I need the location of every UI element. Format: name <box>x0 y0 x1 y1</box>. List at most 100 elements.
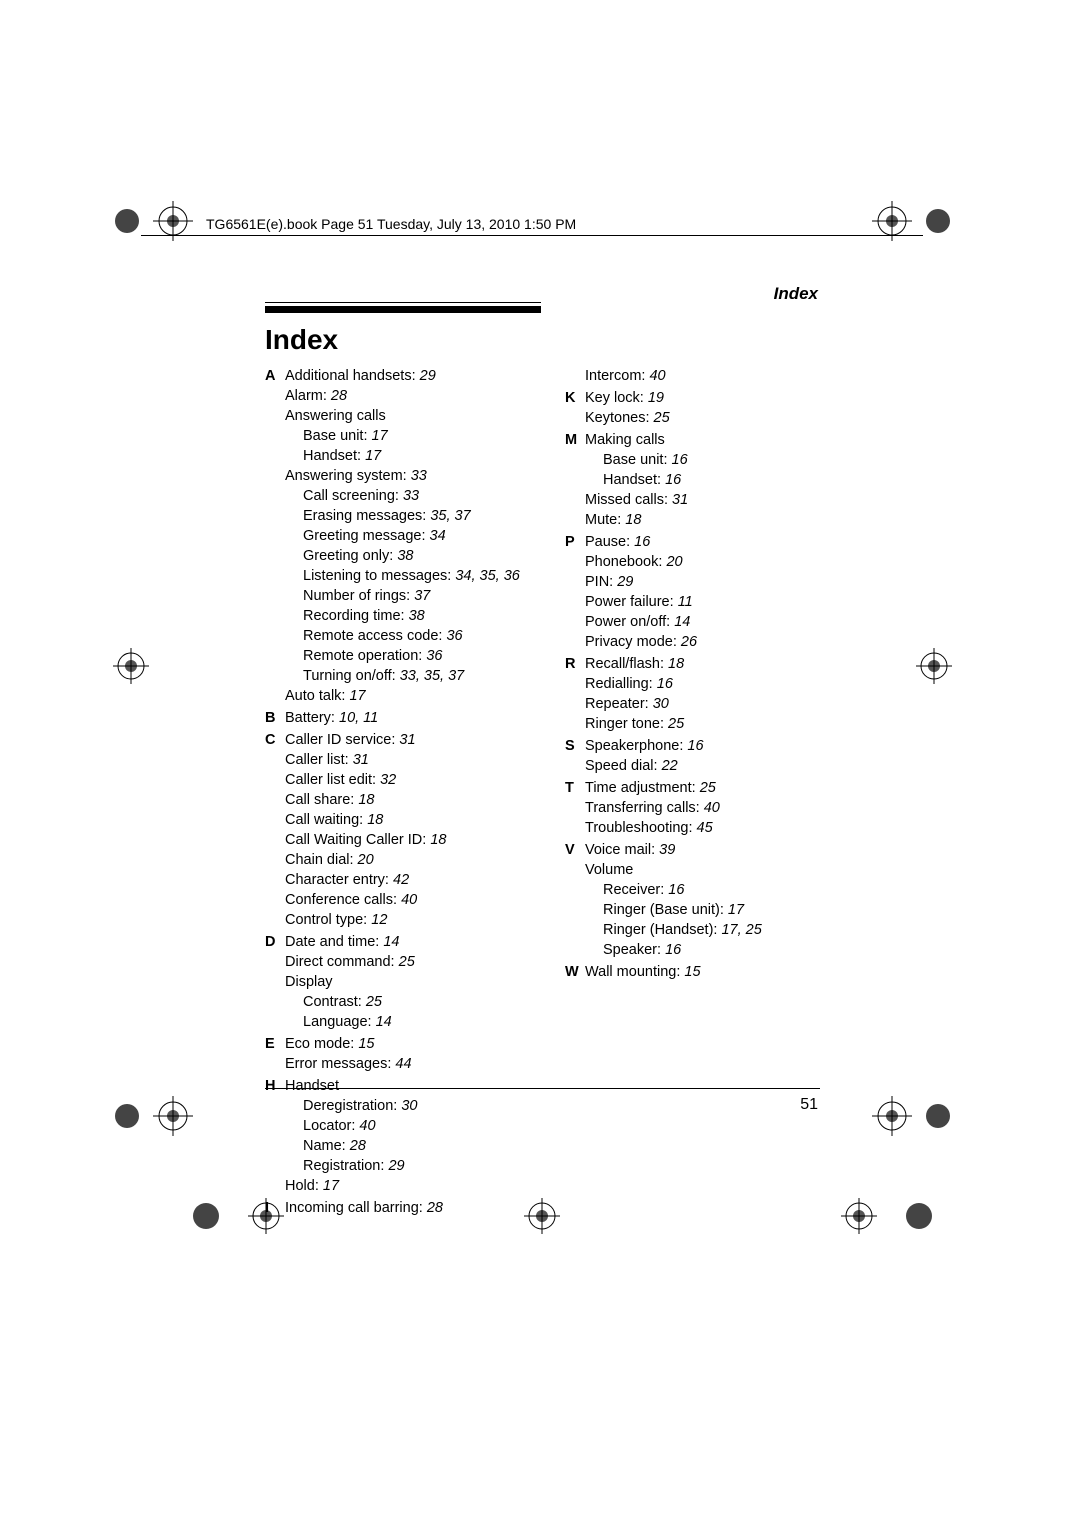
index-page-ref: 29 <box>617 574 633 590</box>
index-entry: Caller list: 31 <box>285 750 541 770</box>
index-entry: Power on/off: 14 <box>585 612 820 632</box>
index-page-ref: 16 <box>665 472 681 488</box>
crop-mark-icon <box>841 1198 877 1234</box>
index-page-ref: 18 <box>430 832 446 848</box>
index-entry: Speaker: 16 <box>585 940 820 960</box>
index-page-ref: 17 <box>349 688 365 704</box>
crop-mark-icon <box>188 1198 224 1234</box>
index-page-ref: 12 <box>371 912 387 928</box>
index-page-ref: 33, 35, 37 <box>400 668 465 684</box>
index-letter: P <box>565 532 585 652</box>
index-entry: Conference calls: 40 <box>285 890 541 910</box>
index-columns: AAdditional handsets: 29Alarm: 28Answeri… <box>265 366 820 1220</box>
index-group: HHandsetDeregistration: 30Locator: 40Nam… <box>265 1076 541 1196</box>
index-page-ref: 26 <box>681 634 697 650</box>
index-page-ref: 30 <box>653 696 669 712</box>
index-entry: Pause: 16 <box>585 532 820 552</box>
index-entry: Additional handsets: 29 <box>285 366 541 386</box>
index-body: Incoming call barring: 28 <box>285 1198 541 1218</box>
index-letter: D <box>265 932 285 1032</box>
index-body: Caller ID service: 31Caller list: 31Call… <box>285 730 541 930</box>
index-group: BBattery: 10, 11 <box>265 708 541 728</box>
index-entry: Ringer (Base unit): 17 <box>585 900 820 920</box>
index-body: HandsetDeregistration: 30Locator: 40Name… <box>285 1076 541 1196</box>
index-entry: Ringer (Handset): 17, 25 <box>585 920 820 940</box>
index-entry: Speakerphone: 16 <box>585 736 820 756</box>
index-page-ref: 29 <box>388 1158 404 1174</box>
index-page-ref: 31 <box>672 492 688 508</box>
index-entry: Key lock: 19 <box>585 388 820 408</box>
index-page-ref: 25 <box>366 994 382 1010</box>
index-entry: Keytones: 25 <box>585 408 820 428</box>
index-letter: A <box>265 366 285 706</box>
index-page-ref: 11 <box>678 594 693 610</box>
index-entry: Display <box>285 972 541 992</box>
index-page-ref: 44 <box>395 1056 411 1072</box>
index-entry: Error messages: 44 <box>285 1054 541 1074</box>
index-group: WWall mounting: 15 <box>565 962 820 982</box>
index-letter: W <box>565 962 585 982</box>
index-group: Intercom: 40 <box>565 366 820 386</box>
index-entry: Eco mode: 15 <box>285 1034 541 1054</box>
index-page-ref: 16 <box>634 534 650 550</box>
index-entry: Volume <box>585 860 820 880</box>
index-page-ref: 20 <box>666 554 682 570</box>
index-page-ref: 25 <box>668 716 684 732</box>
index-page-ref: 40 <box>401 892 417 908</box>
index-entry: Call waiting: 18 <box>285 810 541 830</box>
index-body: Additional handsets: 29Alarm: 28Answerin… <box>285 366 541 706</box>
index-group: MMaking callsBase unit: 16Handset: 16Mis… <box>565 430 820 530</box>
index-entry: Base unit: 16 <box>585 450 820 470</box>
index-page-ref: 18 <box>358 792 374 808</box>
index-page-ref: 40 <box>359 1118 375 1134</box>
index-letter: C <box>265 730 285 930</box>
index-entry: Control type: 12 <box>285 910 541 930</box>
index-letter: R <box>565 654 585 734</box>
index-entry: Listening to messages: 34, 35, 36 <box>285 566 541 586</box>
index-page-ref: 33 <box>403 488 419 504</box>
index-page-ref: 31 <box>399 732 415 748</box>
index-letter <box>565 366 585 386</box>
index-entry: Caller ID service: 31 <box>285 730 541 750</box>
index-page-ref: 15 <box>358 1036 374 1052</box>
index-entry: Answering system: 33 <box>285 466 541 486</box>
index-entry: Incoming call barring: 28 <box>285 1198 541 1218</box>
index-group: AAdditional handsets: 29Alarm: 28Answeri… <box>265 366 541 706</box>
index-entry: Missed calls: 31 <box>585 490 820 510</box>
index-entry: Troubleshooting: 45 <box>585 818 820 838</box>
index-page-ref: 34 <box>430 528 446 544</box>
index-body: Battery: 10, 11 <box>285 708 541 728</box>
index-column-left: AAdditional handsets: 29Alarm: 28Answeri… <box>265 366 541 1220</box>
index-letter: S <box>565 736 585 776</box>
index-letter: K <box>565 388 585 428</box>
index-entry: Caller list edit: 32 <box>285 770 541 790</box>
index-body: Recall/flash: 18Redialling: 16Repeater: … <box>585 654 820 734</box>
index-letter: E <box>265 1034 285 1074</box>
index-page-ref: 40 <box>704 800 720 816</box>
index-entry: Remote operation: 36 <box>285 646 541 666</box>
index-page-ref: 15 <box>684 964 700 980</box>
index-entry: Chain dial: 20 <box>285 850 541 870</box>
index-body: Pause: 16Phonebook: 20PIN: 29Power failu… <box>585 532 820 652</box>
index-page-ref: 16 <box>665 942 681 958</box>
index-group: DDate and time: 14Direct command: 25Disp… <box>265 932 541 1032</box>
index-entry: Call share: 18 <box>285 790 541 810</box>
index-page-ref: 14 <box>376 1014 392 1030</box>
index-entry: Erasing messages: 35, 37 <box>285 506 541 526</box>
index-letter: H <box>265 1076 285 1196</box>
index-body: Key lock: 19Keytones: 25 <box>585 388 820 428</box>
footer-rule <box>265 1088 820 1089</box>
index-page-ref: 38 <box>409 608 425 624</box>
index-page-ref: 10, 11 <box>339 710 378 726</box>
index-group: TTime adjustment: 25Transferring calls: … <box>565 778 820 838</box>
index-page-ref: 28 <box>350 1138 366 1154</box>
top-rule <box>141 235 923 236</box>
index-entry: Auto talk: 17 <box>285 686 541 706</box>
index-entry: Handset <box>285 1076 541 1096</box>
index-page-ref: 18 <box>367 812 383 828</box>
index-page-ref: 34, 35, 36 <box>455 568 520 584</box>
index-page-ref: 22 <box>662 758 678 774</box>
index-page-ref: 16 <box>668 882 684 898</box>
index-entry: Ringer tone: 25 <box>585 714 820 734</box>
index-heading: Index <box>265 324 820 356</box>
